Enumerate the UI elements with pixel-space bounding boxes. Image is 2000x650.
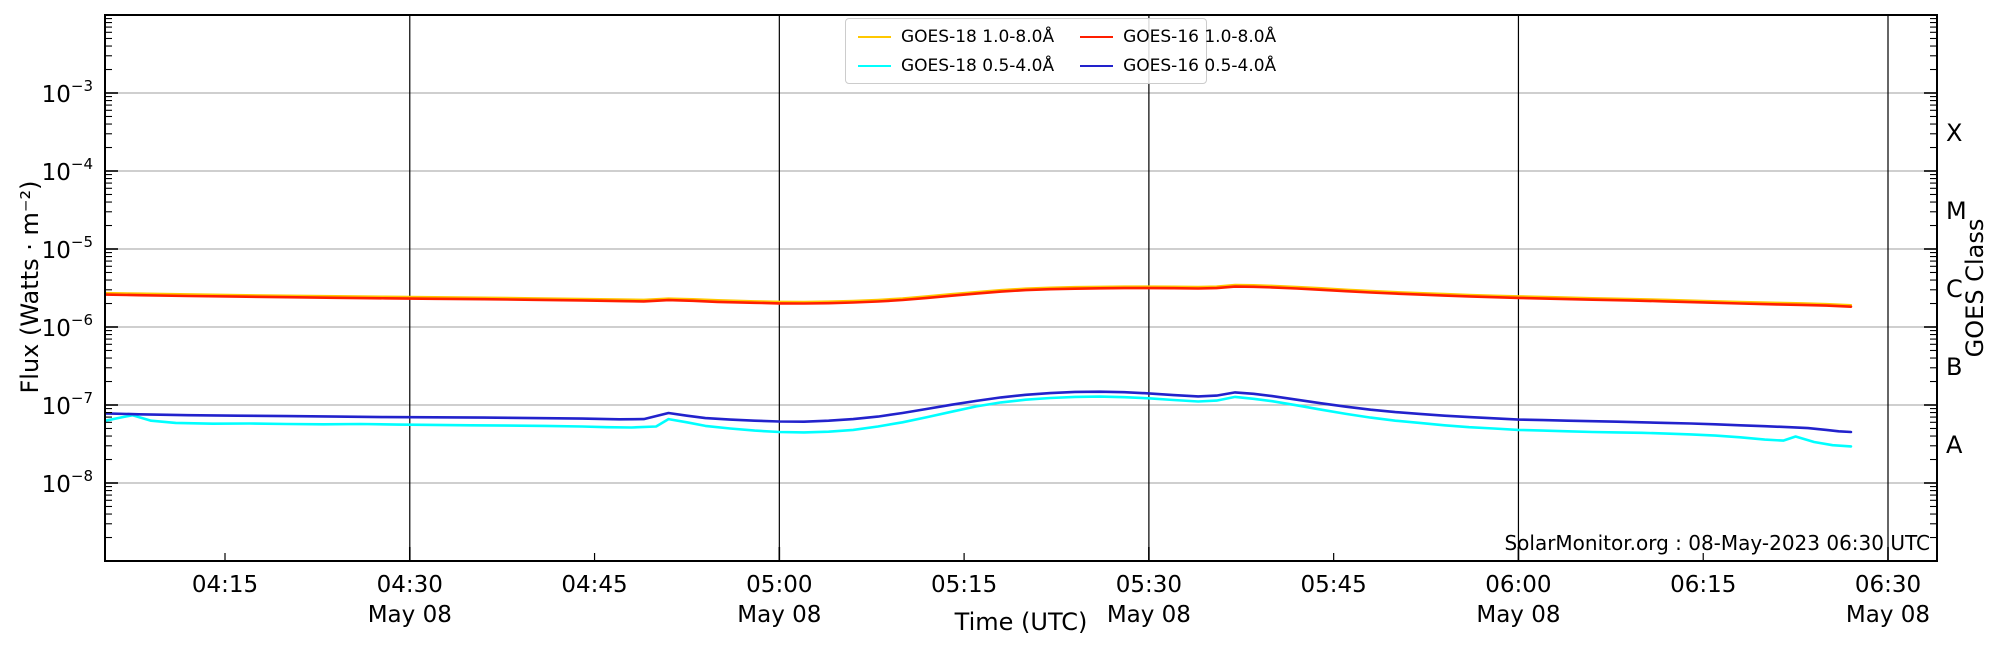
flux-curve-goes-16-1-0-8-0- [105, 285, 1853, 309]
legend-line-swatch [1080, 35, 1114, 38]
x-minor-tick-label: 06:15 [1670, 572, 1736, 598]
x-major-tick-label: 04:30 [377, 572, 443, 598]
plot-border [104, 14, 1938, 562]
goes-class-label-m: M [1946, 197, 1967, 225]
legend-line-swatch [1080, 64, 1114, 67]
x-major-tick-label: 05:00 [746, 572, 812, 598]
flux-curve-goes-18-0-5-4-0- [105, 395, 1853, 448]
legend-item-goes-18-0-5-4-0-: GOES-18 0.5-4.0Å [858, 56, 1054, 76]
x-major-tick-label: 06:00 [1485, 572, 1551, 598]
x-major-tick-date: May 08 [737, 602, 821, 628]
x-major-tick-date: May 08 [1476, 602, 1560, 628]
x-minor-tick-label: 04:45 [561, 572, 627, 598]
x-major-tick-date: May 08 [1107, 602, 1191, 628]
x-major-tick-date: May 08 [368, 602, 452, 628]
x-minor-tick-label: 05:45 [1301, 572, 1367, 598]
x-minor-tick-label: 05:15 [931, 572, 997, 598]
legend-label: GOES-18 1.0-8.0Å [901, 26, 1055, 47]
flux-curve-goes-16-0-5-4-0- [105, 390, 1853, 434]
legend-label: GOES-18 0.5-4.0Å [901, 55, 1055, 76]
legend: GOES-18 1.0-8.0Å GOES-18 0.5-4.0Å GOES-16 … [845, 18, 1276, 84]
y-tick-label: 10−3 [42, 77, 93, 108]
legend-label: GOES-16 1.0-8.0Å [1123, 26, 1277, 47]
x-major-tick-label: 05:30 [1116, 572, 1182, 598]
y-axis-title-left: Flux (Watts · m⁻²) [16, 180, 44, 394]
x-major-tick-date: May 08 [1846, 602, 1930, 628]
y-axis-title-right: GOES Class [1961, 218, 1989, 358]
goes-class-label-x: X [1946, 119, 1962, 147]
watermark-text: SolarMonitor.org : 08-May-2023 06:30 UTC [1504, 531, 1930, 555]
legend-item-goes-16-1-0-8-0-: GOES-16 1.0-8.0Å [1080, 27, 1276, 47]
legend-line-swatch [858, 64, 891, 67]
legend-item-goes-18-1-0-8-0-: GOES-18 1.0-8.0Å [858, 27, 1054, 47]
x-minor-tick-label: 04:15 [192, 572, 258, 598]
y-tick-label: 10−4 [42, 155, 93, 186]
y-tick-label: 10−8 [42, 467, 93, 498]
y-tick-label: 10−5 [42, 233, 93, 264]
goes-class-label-a: A [1946, 431, 1963, 459]
y-tick-label: 10−6 [42, 311, 93, 342]
legend-line-swatch [858, 35, 891, 38]
goes-class-label-c: C [1946, 275, 1963, 303]
legend-item-goes-16-0-5-4-0-: GOES-16 0.5-4.0Å [1080, 56, 1276, 76]
goes-class-label-b: B [1946, 353, 1962, 381]
x-axis-title: Time (UTC) [954, 608, 1088, 636]
flux-curve-goes-18-1-0-8-0- [105, 283, 1853, 307]
y-tick-label: 10−7 [42, 389, 93, 420]
legend-label: GOES-16 0.5-4.0Å [1123, 55, 1277, 76]
x-major-tick-label: 06:30 [1855, 572, 1921, 598]
